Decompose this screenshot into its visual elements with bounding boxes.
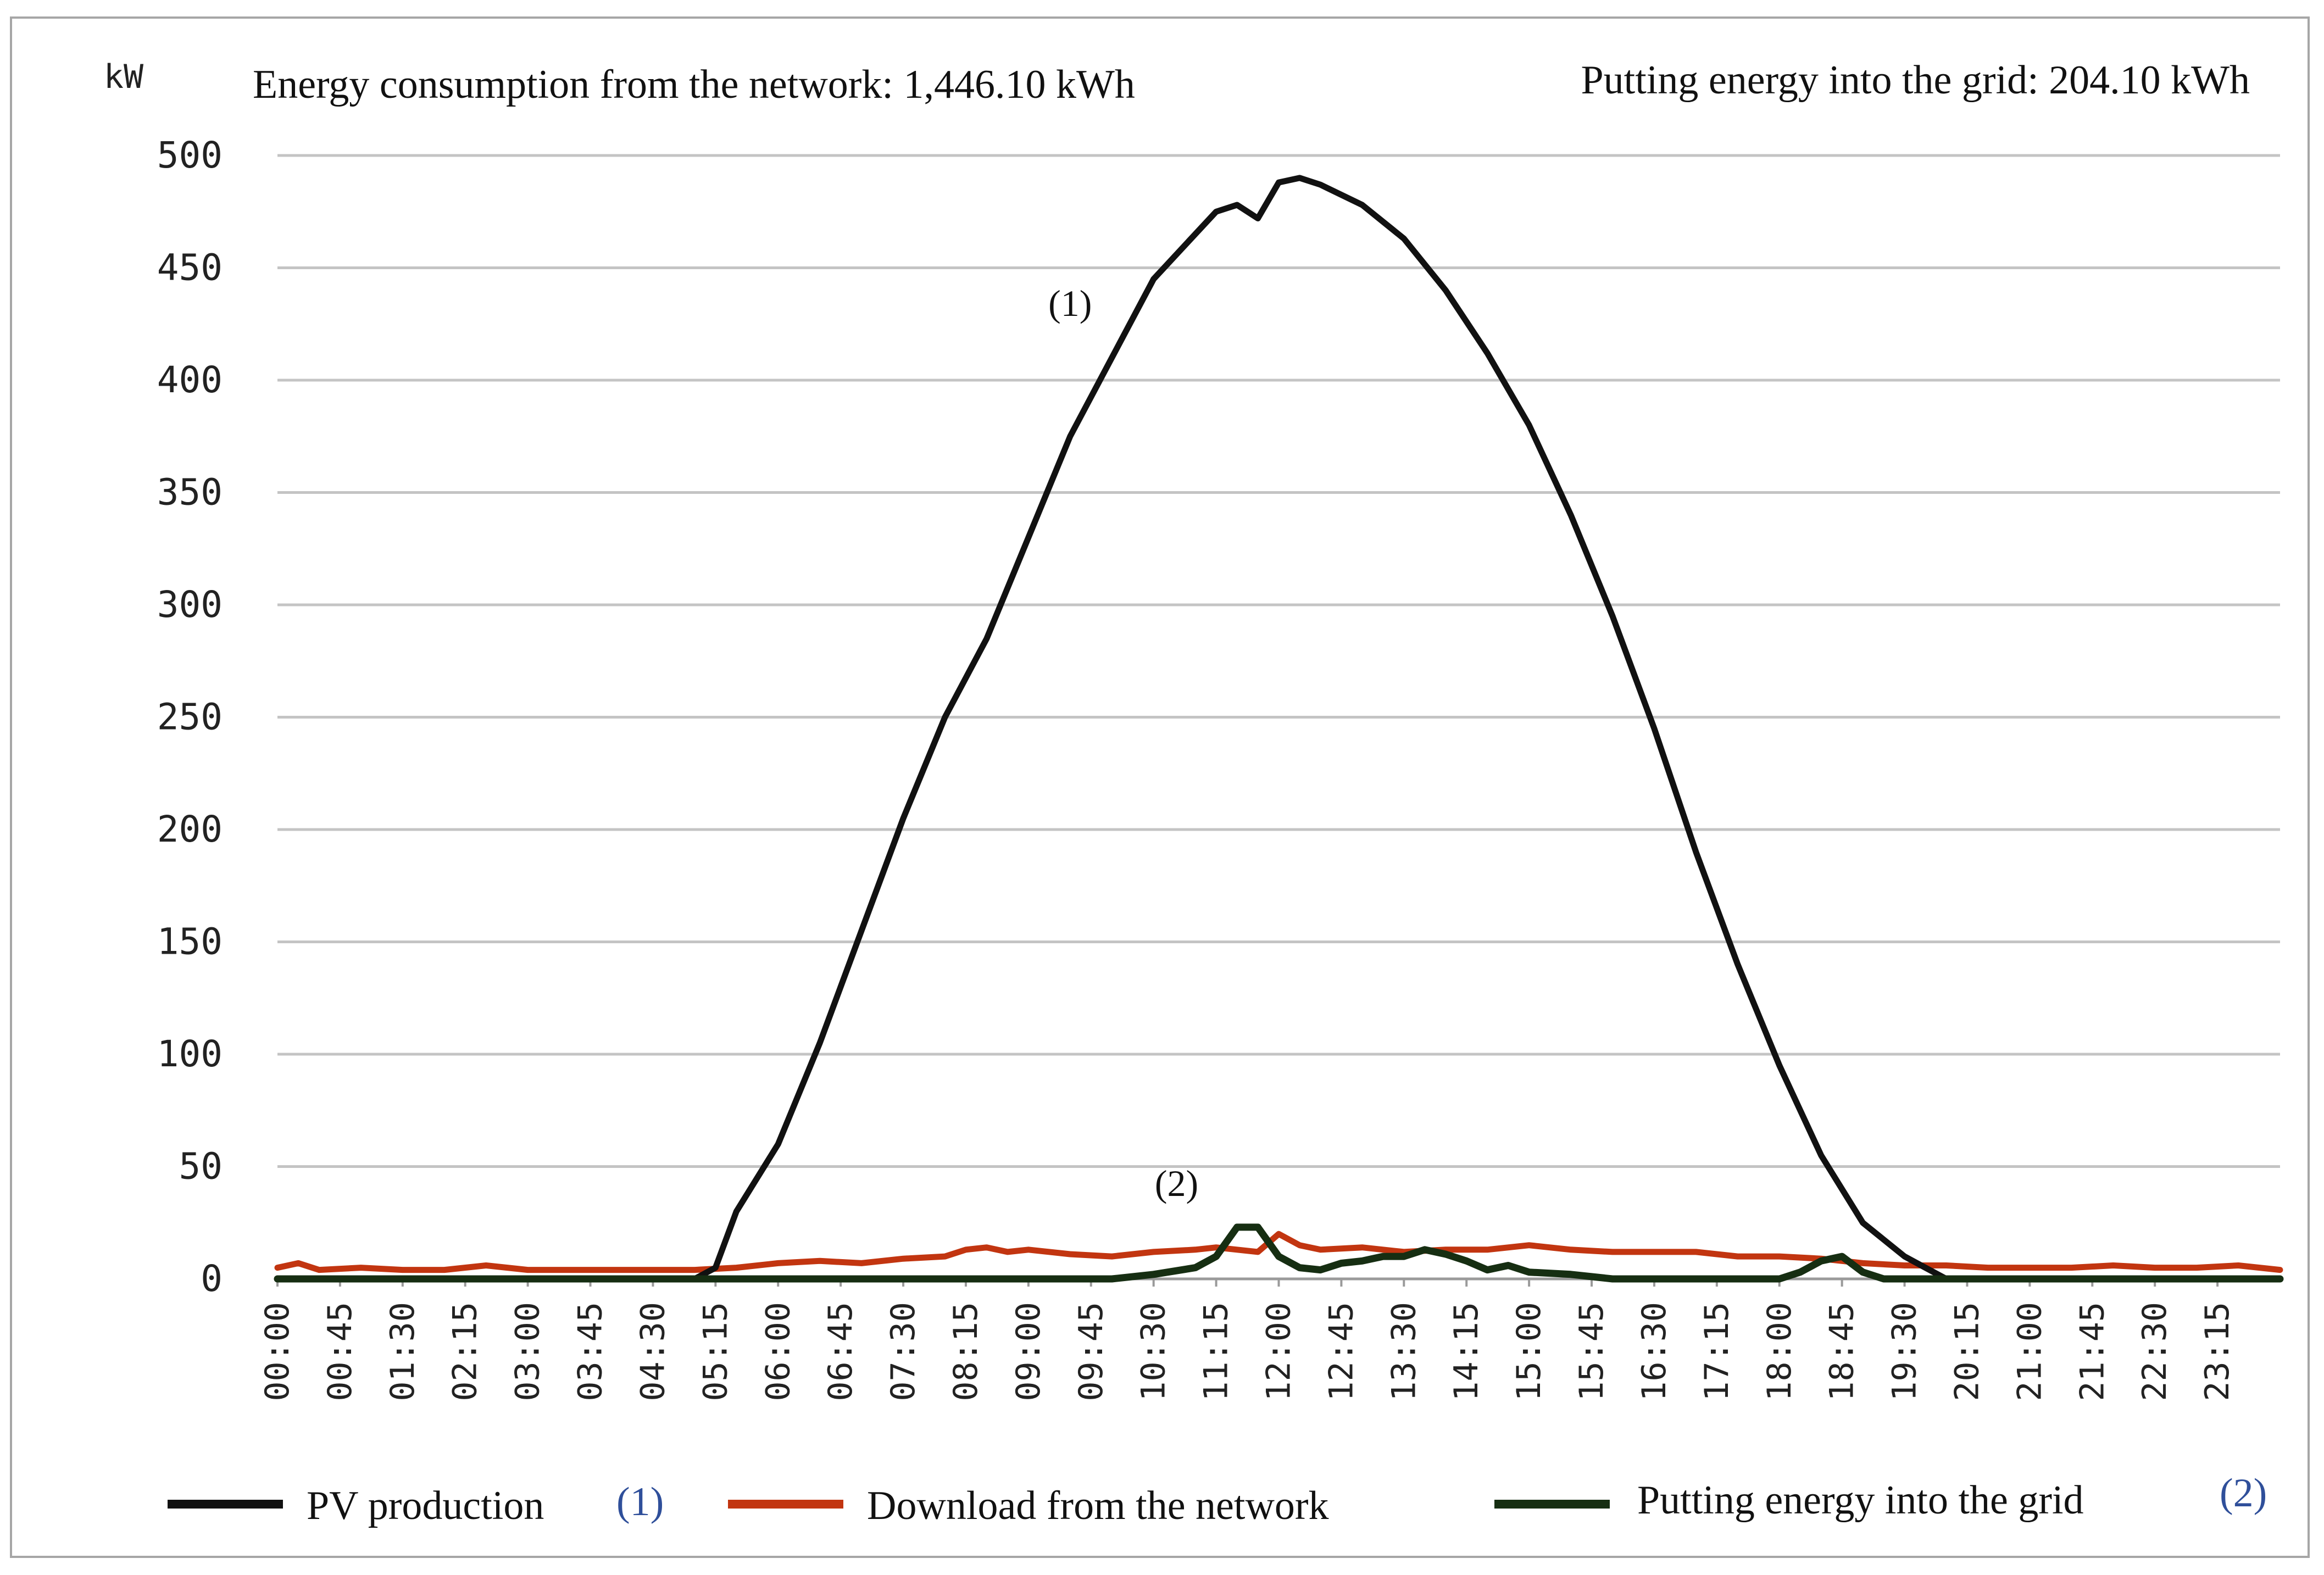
gridlines	[277, 154, 2280, 1281]
x-tick-label-09-00: 09:00	[1009, 1302, 1048, 1401]
x-tick-label-08-15: 08:15	[947, 1302, 985, 1401]
x-tick-label-15-45: 15:45	[1572, 1302, 1611, 1401]
x-tick-label-21-45: 21:45	[2073, 1302, 2111, 1401]
legend: PV production (1) Download from the netw…	[168, 1471, 2267, 1528]
chart-title-left: Energy consumption from the network: 1,4…	[253, 62, 1135, 107]
series-line-pv-production	[274, 175, 2283, 1282]
annotation-pv-marker: (1)	[1048, 282, 1092, 324]
x-tick-label-09-45: 09:45	[1072, 1302, 1110, 1401]
y-tick-label-100: 100	[157, 1033, 223, 1075]
legend-label-pv: PV production	[307, 1483, 544, 1528]
x-tick-label-00-45: 00:45	[321, 1302, 359, 1401]
x-tick-label-18-00: 18:00	[1760, 1302, 1799, 1401]
x-tick-label-05-15: 05:15	[696, 1302, 735, 1401]
x-tick-label-10-30: 10:30	[1135, 1302, 1173, 1401]
x-tick-label-21-00: 21:00	[2010, 1302, 2049, 1401]
x-tick-label-23-15: 23:15	[2198, 1302, 2237, 1401]
legend-suffix-grid: (2)	[2220, 1471, 2267, 1516]
x-tick-label-03-45: 03:45	[571, 1302, 610, 1401]
chart-title-right: Putting energy into the grid: 204.10 kWh	[1581, 58, 2250, 103]
x-tick-label-16-30: 16:30	[1635, 1302, 1673, 1401]
y-axis-label: kW	[104, 58, 144, 96]
x-tick-label-15-00: 15:00	[1510, 1302, 1548, 1401]
x-tick-label-00-00: 00:00	[258, 1302, 297, 1401]
y-tick-label-250: 250	[157, 696, 223, 738]
y-tick-label-300: 300	[157, 583, 223, 626]
annotation-grid-marker: (2)	[1155, 1162, 1198, 1204]
x-tick-label-12-00: 12:00	[1260, 1302, 1298, 1401]
x-tick-label-19-30: 19:30	[1886, 1302, 1924, 1401]
x-tick-label-14-15: 14:15	[1447, 1302, 1486, 1401]
x-tick-label-18-45: 18:45	[1823, 1302, 1861, 1401]
x-tick-label-07-30: 07:30	[884, 1302, 922, 1401]
x-tick-label-22-30: 22:30	[2136, 1302, 2174, 1401]
legend-label-grid: Putting energy into the grid	[1637, 1478, 2084, 1523]
x-tick-label-20-15: 20:15	[1948, 1302, 1986, 1401]
y-axis-ticks: 0 50 100 150 200 250 300 350 400 450 500	[157, 134, 223, 1300]
x-tick-label-17-15: 17:15	[1698, 1302, 1736, 1401]
x-tick-label-12-45: 12:45	[1322, 1302, 1360, 1401]
legend-label-download: Download from the network	[867, 1483, 1329, 1528]
x-tick-label-03-00: 03:00	[509, 1302, 547, 1401]
series-lines	[274, 175, 2284, 1283]
series-line-download	[274, 1231, 2283, 1273]
y-tick-label-150: 150	[157, 921, 223, 963]
x-tick-label-02-15: 02:15	[446, 1302, 485, 1401]
x-tick-label-06-00: 06:00	[759, 1302, 797, 1401]
x-tick-label-01-30: 01:30	[383, 1302, 422, 1401]
y-tick-label-500: 500	[157, 134, 223, 176]
y-tick-label-200: 200	[157, 808, 223, 850]
x-tick-label-11-15: 11:15	[1197, 1302, 1236, 1401]
y-tick-label-350: 350	[157, 471, 223, 514]
legend-suffix-pv: (1)	[616, 1479, 664, 1524]
x-tick-label-06-45: 06:45	[821, 1302, 860, 1401]
y-tick-label-0: 0	[201, 1257, 223, 1300]
x-axis-ticks: 00:00 00:45 01:30 02:15 03:00 03:45 04:30 05:15…	[258, 1279, 2237, 1401]
y-tick-label-400: 400	[157, 359, 223, 401]
y-tick-label-50: 50	[179, 1145, 223, 1188]
x-tick-label-04-30: 04:30	[633, 1302, 672, 1401]
series-line-grid-export	[274, 1223, 2284, 1283]
y-tick-label-450: 450	[157, 247, 223, 289]
x-tick-label-13-30: 13:30	[1385, 1302, 1423, 1401]
